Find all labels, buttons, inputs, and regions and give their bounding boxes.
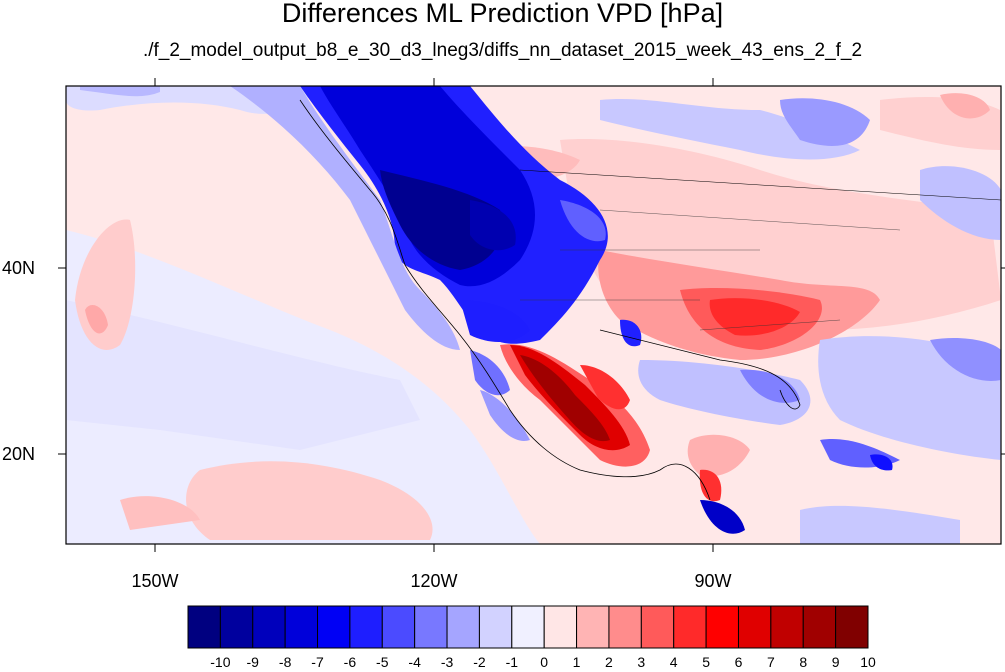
colorbar-swatch [187, 605, 221, 649]
colorbar-tick-label: 7 [766, 654, 775, 670]
colorbar-tick-label: -7 [311, 654, 324, 670]
map-field [66, 86, 1001, 544]
x-tick-label: 120W [410, 571, 458, 591]
colorbar-swatch [219, 605, 254, 649]
colorbar-tick-label: 9 [831, 654, 840, 670]
colorbar-swatch [252, 605, 286, 649]
colorbar-swatch [705, 605, 739, 649]
colorbar-tick-label: 6 [734, 654, 743, 670]
colorbar-swatch [478, 605, 513, 649]
x-tick-label: 150W [131, 571, 179, 591]
colorbar-swatch [446, 605, 480, 649]
colorbar-tick-label: 0 [540, 654, 549, 670]
colorbar-tick-label: 4 [669, 654, 678, 670]
colorbar-swatch [640, 605, 675, 649]
colorbar-tick-label: -10 [210, 654, 231, 670]
colorbar-tick-label: 3 [637, 654, 646, 670]
colorbar-swatch [737, 605, 772, 649]
colorbar-swatch [576, 605, 610, 649]
colorbar-tick-label: -9 [246, 654, 259, 670]
colorbar-tick-label: 5 [702, 654, 710, 670]
colorbar-swatch [770, 605, 804, 649]
y-tick-label: 40N [2, 258, 36, 278]
colorbar-swatch [317, 605, 351, 649]
map-subtitle: ./f_2_model_output_b8_e_30_d3_lneg3/diff… [142, 40, 863, 61]
colorbar-swatch [608, 605, 642, 649]
colorbar-tick-label: 10 [860, 654, 876, 670]
colorbar-swatch [835, 605, 869, 649]
colorbar-tick-label: 1 [572, 654, 581, 670]
colorbar-tick-label: 8 [799, 654, 808, 670]
map-ticks [58, 78, 1005, 552]
map-title: Differences ML Prediction VPD [hPa] [281, 0, 724, 28]
colorbar-tick-label: -2 [473, 654, 486, 670]
colorbar-swatch [802, 605, 837, 649]
colorbar-tick-label: -1 [505, 654, 519, 670]
colorbar-tick-label: 2 [605, 654, 613, 670]
colorbar-swatch [414, 605, 448, 649]
colorbar-swatch [543, 605, 578, 649]
colorbar-tick-label: -3 [440, 654, 454, 670]
colorbar-tick-label: -4 [408, 654, 421, 670]
colorbar-swatch [349, 605, 383, 649]
colorbar-tick-label: -5 [376, 654, 389, 670]
map-frame [65, 85, 1002, 545]
colorbar-swatch [511, 605, 545, 649]
colorbar-tick-label: -8 [278, 654, 292, 670]
y-tick-label: 20N [2, 444, 36, 464]
colorbar-swatch [381, 605, 416, 649]
x-tick-label: 90W [694, 571, 732, 591]
colorbar-swatch [673, 605, 707, 649]
colorbar-swatch [284, 605, 319, 649]
colorbar-tick-label: -6 [343, 654, 357, 670]
